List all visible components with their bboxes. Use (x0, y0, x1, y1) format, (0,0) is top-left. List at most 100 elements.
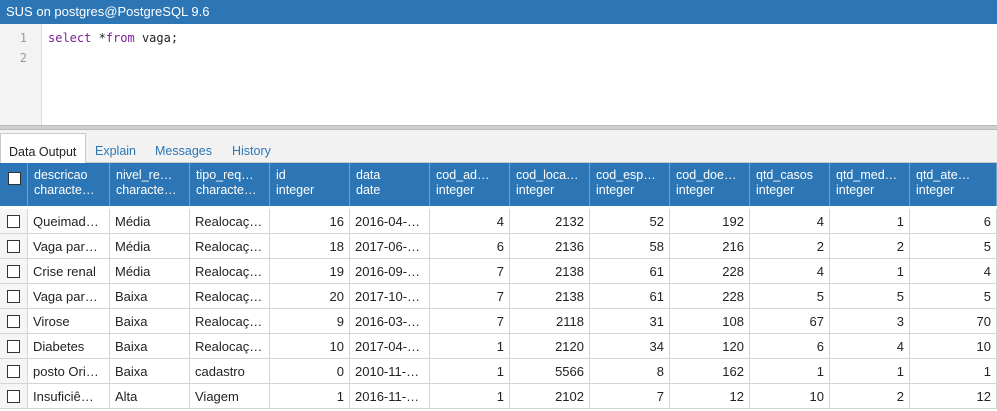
table-cell[interactable]: 228 (670, 284, 750, 309)
table-cell[interactable]: 7 (430, 284, 510, 309)
table-cell[interactable]: 12 (670, 384, 750, 409)
tab-explain[interactable]: Explain (95, 144, 136, 158)
row-checkbox[interactable] (7, 390, 20, 403)
row-checkbox[interactable] (7, 265, 20, 278)
table-cell[interactable]: 2138 (510, 259, 590, 284)
table-cell[interactable]: 5566 (510, 359, 590, 384)
row-checkbox[interactable] (7, 315, 20, 328)
table-cell[interactable]: 5 (750, 284, 830, 309)
table-cell[interactable]: Baixa (110, 359, 190, 384)
table-cell[interactable]: 2017-10-… (350, 284, 430, 309)
table-cell[interactable]: 16 (270, 209, 350, 234)
table-cell[interactable]: 1 (830, 259, 910, 284)
table-cell[interactable]: 2 (830, 234, 910, 259)
table-cell[interactable]: 7 (430, 309, 510, 334)
column-header[interactable]: cod_ad… integer (430, 163, 510, 206)
table-cell[interactable]: Média (110, 234, 190, 259)
table-row[interactable]: Crise renal Média Realocaç… 19 2016-09-… 7 213… (0, 259, 997, 284)
table-cell[interactable]: Vaga par… (28, 284, 110, 309)
table-cell[interactable]: 1 (830, 209, 910, 234)
tab-data-output[interactable]: Data Output (0, 133, 86, 163)
table-cell[interactable]: 58 (590, 234, 670, 259)
table-cell[interactable]: 2136 (510, 234, 590, 259)
table-row[interactable]: posto Ori… Baixa cadastro 0 2010-11-… 1 5566 8 1… (0, 359, 997, 384)
table-cell[interactable]: 6 (750, 334, 830, 359)
table-cell[interactable]: cadastro (190, 359, 270, 384)
table-cell[interactable]: 1 (910, 359, 997, 384)
table-cell[interactable]: 67 (750, 309, 830, 334)
table-cell[interactable]: 4 (750, 209, 830, 234)
table-cell[interactable]: Insuficiê… (28, 384, 110, 409)
column-header[interactable]: qtd_med… integer (830, 163, 910, 206)
table-cell[interactable]: 1 (270, 384, 350, 409)
table-cell[interactable]: 1 (430, 359, 510, 384)
table-cell[interactable]: Baixa (110, 284, 190, 309)
table-cell[interactable]: 8 (590, 359, 670, 384)
column-header[interactable]: data date (350, 163, 430, 206)
row-checkbox[interactable] (7, 340, 20, 353)
row-checkbox[interactable] (7, 215, 20, 228)
table-cell[interactable]: 2138 (510, 284, 590, 309)
table-cell[interactable]: 162 (670, 359, 750, 384)
table-row[interactable]: Virose Baixa Realocaç… 9 2016-03-… 7 2118 31 108… (0, 309, 997, 334)
table-row[interactable]: Insuficiê… Alta Viagem 1 2016-11-… 1 2102 7 12 10… (0, 384, 997, 409)
table-cell[interactable]: 6 (430, 234, 510, 259)
table-cell[interactable]: 5 (830, 284, 910, 309)
table-cell[interactable]: 1 (430, 334, 510, 359)
table-cell[interactable]: 2102 (510, 384, 590, 409)
table-cell[interactable]: 70 (910, 309, 997, 334)
table-cell[interactable]: Média (110, 259, 190, 284)
table-cell[interactable]: 12 (910, 384, 997, 409)
table-cell[interactable]: Realocaç… (190, 334, 270, 359)
table-cell[interactable]: 20 (270, 284, 350, 309)
table-cell[interactable]: 2120 (510, 334, 590, 359)
table-cell[interactable]: 4 (830, 334, 910, 359)
column-header[interactable]: id integer (270, 163, 350, 206)
table-cell[interactable]: 18 (270, 234, 350, 259)
table-cell[interactable]: Realocaç… (190, 234, 270, 259)
table-cell[interactable]: 2 (750, 234, 830, 259)
table-cell[interactable]: Virose (28, 309, 110, 334)
row-checkbox[interactable] (7, 240, 20, 253)
table-row[interactable]: Diabetes Baixa Realocaç… 10 2017-04-… 1 2120 34… (0, 334, 997, 359)
table-cell[interactable]: Alta (110, 384, 190, 409)
table-cell[interactable]: Realocaç… (190, 309, 270, 334)
table-cell[interactable]: 2016-03-… (350, 309, 430, 334)
table-cell[interactable]: 1 (750, 359, 830, 384)
table-cell[interactable]: 0 (270, 359, 350, 384)
table-cell[interactable]: 228 (670, 259, 750, 284)
table-cell[interactable]: Diabetes (28, 334, 110, 359)
table-cell[interactable]: Realocaç… (190, 284, 270, 309)
table-cell[interactable]: 61 (590, 284, 670, 309)
table-cell[interactable]: 7 (590, 384, 670, 409)
column-header[interactable]: qtd_casos integer (750, 163, 830, 206)
table-cell[interactable]: 216 (670, 234, 750, 259)
sql-editor[interactable]: 1 2 select *from vaga; (0, 24, 997, 125)
table-cell[interactable]: Baixa (110, 334, 190, 359)
table-cell[interactable]: Baixa (110, 309, 190, 334)
table-cell[interactable]: Crise renal (28, 259, 110, 284)
table-cell[interactable]: 31 (590, 309, 670, 334)
table-cell[interactable]: 5 (910, 234, 997, 259)
column-header[interactable]: qtd_ate… integer (910, 163, 997, 206)
table-cell[interactable]: 34 (590, 334, 670, 359)
table-cell[interactable]: 52 (590, 209, 670, 234)
table-cell[interactable]: 6 (910, 209, 997, 234)
table-row[interactable]: Vaga par… Média Realocaç… 18 2017-06-… 6 2136 5… (0, 234, 997, 259)
table-cell[interactable]: 2 (830, 384, 910, 409)
column-header[interactable]: descricao characte… (28, 163, 110, 206)
table-cell[interactable]: 10 (270, 334, 350, 359)
table-cell[interactable]: Realocaç… (190, 209, 270, 234)
table-cell[interactable]: 10 (750, 384, 830, 409)
table-cell[interactable]: Viagem (190, 384, 270, 409)
table-cell[interactable]: 2016-09-… (350, 259, 430, 284)
table-cell[interactable]: 9 (270, 309, 350, 334)
pane-splitter[interactable] (0, 125, 997, 130)
select-all-checkbox[interactable] (8, 172, 21, 185)
table-cell[interactable]: Realocaç… (190, 259, 270, 284)
table-cell[interactable]: 2017-04-… (350, 334, 430, 359)
table-cell[interactable]: 120 (670, 334, 750, 359)
row-checkbox[interactable] (7, 290, 20, 303)
column-header[interactable]: nivel_re… characte… (110, 163, 190, 206)
table-row[interactable]: Queimad… Média Realocaç… 16 2016-04-… 4 2132 52… (0, 209, 997, 234)
